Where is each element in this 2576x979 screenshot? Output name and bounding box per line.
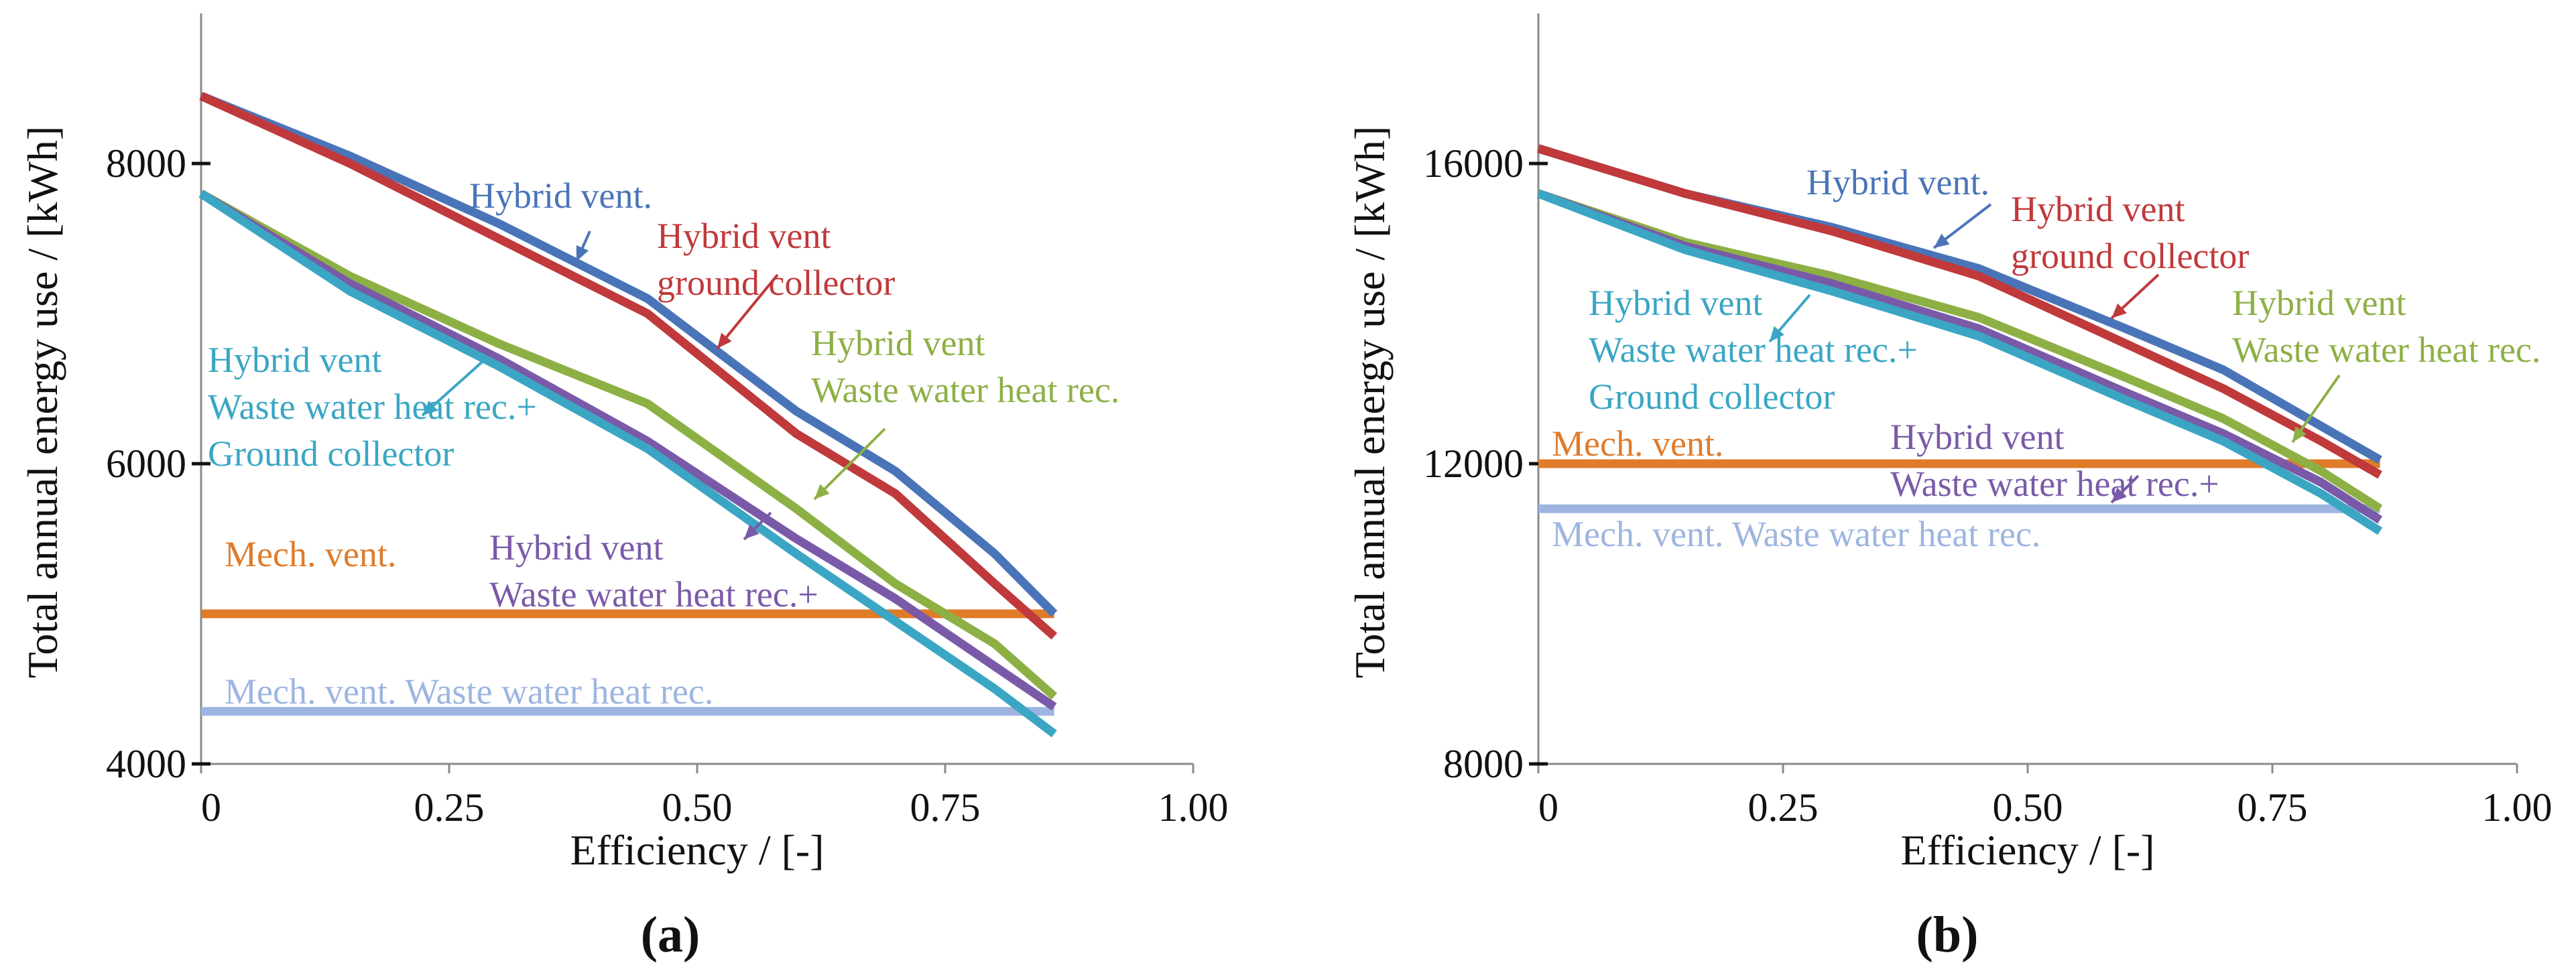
series-annotation: Waste water heat rec.+ — [208, 387, 537, 427]
panel-a: 0 0.25 0.50 0.75 1.00 4000 6000 8000 Efficiency … — [19, 13, 1229, 963]
y-axis-title: Total annual energy use / [kWh] — [19, 126, 66, 678]
annotation-arrowhead — [422, 400, 438, 415]
annotation-arrowhead — [1934, 233, 1950, 248]
series-annotation: Hybrid vent — [811, 323, 985, 363]
series-line-hybrid-vent-waste-water-heat-rec — [198, 190, 1057, 711]
series-annotation: Hybrid vent — [1890, 417, 2064, 457]
panel-label: (a) — [641, 907, 700, 963]
annotation-arrow — [716, 273, 779, 350]
annotation-arrowhead — [1770, 326, 1784, 342]
series-annotation: Mech. vent. Waste water heat rec. — [225, 671, 713, 712]
series-annotation: Waste water heat rec. — [811, 370, 1119, 410]
series-annotation: Waste water heat rec.+ — [1589, 330, 1918, 370]
series-annotation: Ground collector — [208, 434, 454, 474]
series-annotation: Mech. vent. — [225, 534, 396, 574]
y-axis-title: Total annual energy use / [kWh] — [1346, 126, 1394, 678]
x-tick-label: 0.50 — [1993, 785, 2063, 830]
series-annotation: Waste water heat rec.+ — [489, 574, 818, 614]
series-annotation: Waste water heat rec. — [2232, 330, 2540, 370]
y-tick-label: 16000 — [1423, 141, 1524, 186]
annotation-arrowhead — [2292, 426, 2307, 442]
annotation-arrow — [813, 428, 886, 501]
series-annotation: Hybrid vent — [2011, 189, 2185, 229]
series-annotation: Hybrid vent — [208, 340, 381, 380]
annotation-arrowhead — [2111, 303, 2127, 318]
annotation-arrowhead — [2111, 487, 2127, 503]
annotation-arrowhead — [744, 524, 759, 539]
panel-label: (b) — [1916, 907, 1979, 963]
series-line-hybrid-vent-ground-collector — [1537, 144, 2382, 479]
y-tick-label: 8000 — [106, 141, 186, 186]
series-line-hybrid-vent-waste-water-heat-rec — [198, 190, 1058, 700]
panel-b: 0 0.25 0.50 0.75 1.00 8000 12000 16000 Efficienc… — [1346, 13, 2553, 963]
series-line-hybrid-vent-waste-water-heat-rec-ground-collector — [198, 190, 1057, 738]
x-tick-label: 0.25 — [1748, 785, 1819, 830]
x-tick-label: 1.00 — [2482, 785, 2553, 830]
series-annotation: Mech. vent. — [1552, 423, 1723, 464]
x-tick-label: 0 — [201, 785, 221, 830]
series-annotation: Mech. vent. Waste water heat rec. — [1552, 514, 2040, 554]
annotation-arrowhead — [576, 245, 589, 261]
x-axis-title: Efficiency / [-] — [1900, 826, 2154, 874]
x-tick-label: 0.50 — [662, 785, 733, 830]
x-tick-label: 0.75 — [2237, 785, 2308, 830]
series-annotation: Hybrid vent. — [1806, 162, 1989, 202]
series-annotation: Waste water heat rec.+ — [1890, 464, 2219, 504]
annotation-arrowhead — [814, 484, 830, 499]
x-tick-label: 1.00 — [1158, 785, 1229, 830]
series-annotation: Hybrid vent — [2232, 283, 2406, 323]
series-annotation: Hybrid vent — [489, 527, 663, 568]
series-line-hybrid-vent-waste-water-heat-rec-ground-collector — [1536, 189, 2383, 535]
y-tick-label: 12000 — [1423, 442, 1524, 486]
series-annotation: Hybrid vent — [657, 216, 831, 256]
y-tick-label: 4000 — [106, 742, 186, 786]
x-tick-label: 0.75 — [910, 785, 981, 830]
y-tick-label: 8000 — [1443, 742, 1524, 786]
series-annotation: Hybrid vent — [1589, 283, 1762, 323]
x-axis-title: Efficiency / [-] — [570, 826, 824, 874]
series-annotation: Hybrid vent. — [469, 176, 652, 216]
y-tick-label: 6000 — [106, 442, 186, 486]
series-annotation: Ground collector — [1589, 377, 1835, 417]
series-annotation: ground collector — [657, 263, 895, 303]
series-line-hybrid-vent — [199, 92, 1058, 617]
x-tick-label: 0.25 — [414, 785, 485, 830]
series-line-hybrid-vent-ground-collector — [199, 92, 1058, 640]
annotation-arrowhead — [717, 332, 732, 348]
series-annotation: ground collector — [2011, 236, 2249, 276]
x-tick-label: 0 — [1538, 785, 1558, 830]
